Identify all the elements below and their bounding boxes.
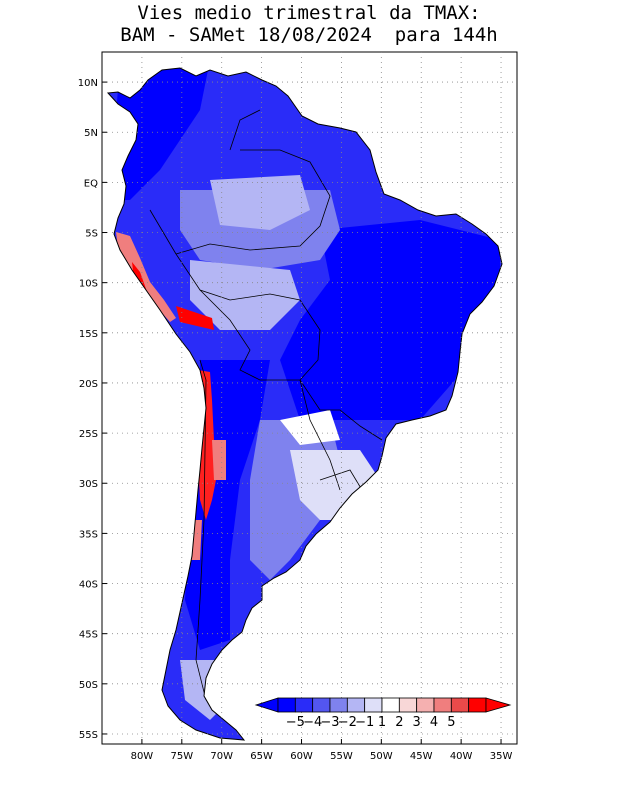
field-east-brazil-cold	[280, 220, 500, 420]
colorbar-segment	[433, 697, 452, 713]
country-borders	[149, 109, 383, 701]
lat-tick-label: 40S	[79, 580, 98, 591]
colorbar-segment	[294, 697, 314, 713]
border-venezuela	[229, 109, 261, 151]
colorbar-segment	[364, 697, 383, 713]
map-title-line-2: BAM - SAMet 18/08/2024 para 144h	[120, 24, 498, 46]
lat-tick-label: 15S	[79, 329, 98, 340]
lat-tick-label: 20S	[79, 379, 98, 390]
colorbar-segment	[468, 697, 487, 713]
colorbar-label: 1	[378, 715, 386, 730]
colorbar-segment	[346, 697, 366, 713]
lat-tick-label: 35S	[79, 529, 98, 540]
border-bolivia	[199, 289, 300, 381]
lat-tick-label: 5N	[84, 128, 98, 139]
colorbar-label: −4	[303, 715, 322, 730]
field-peru-coast-warm	[116, 232, 176, 322]
colorbar-label: 3	[413, 715, 421, 730]
graticule	[102, 52, 517, 744]
field-paraguay-neutral	[280, 410, 340, 445]
lat-tick-label: 10S	[79, 279, 98, 290]
map-title-line-1: Vies medio trimestral da TMAX:	[137, 2, 481, 24]
lat-tick-label: 50S	[79, 680, 98, 691]
border-brazil-west-south	[175, 253, 383, 441]
colorbar-label: −2	[338, 715, 357, 730]
colorbar-segment	[416, 697, 435, 713]
colorbar-segment	[381, 697, 400, 713]
lon-tick-label: 60W	[290, 751, 313, 762]
colorbar-segment	[277, 697, 296, 713]
colorbar-label: 5	[447, 715, 455, 730]
field-north-weak	[210, 175, 310, 230]
lon-tick-label: 40W	[450, 751, 473, 762]
lat-tick-label: 5S	[85, 229, 98, 240]
lat-tick-label: 30S	[79, 479, 98, 490]
lon-tick-label: 55W	[330, 751, 353, 762]
colorbar-label: 2	[395, 715, 403, 730]
border-brazil-north	[175, 149, 331, 255]
colorbar-segment	[398, 697, 418, 713]
lat-tick-label: 25S	[79, 429, 98, 440]
field-chile-warm	[212, 440, 226, 480]
lon-tick-label: 50W	[370, 751, 393, 762]
colorbar: −5−4−3−2−1 1 2 3 4 5	[254, 697, 512, 730]
border-chile-argentina	[195, 359, 207, 701]
lon-tick-label: 45W	[410, 751, 433, 762]
lon-tick-label: 35W	[490, 751, 513, 762]
lon-tick-label: 80W	[131, 751, 154, 762]
lon-tick-label: 65W	[250, 751, 273, 762]
colorbar-label: −1	[355, 715, 374, 730]
field-central-weak	[190, 260, 300, 330]
lat-tick-label: 55S	[79, 730, 98, 741]
colorbar-label: −5	[286, 715, 305, 730]
lon-tick-label: 75W	[170, 751, 193, 762]
lat-tick-label: 10N	[78, 78, 98, 89]
axis-ticks: 10N 5N EQ 5S 10S 15S 20S 25S 30S 35S 40S 45S 50S 55S 8…	[78, 78, 513, 762]
colorbar-segment	[312, 697, 331, 713]
field-northwest-cold	[110, 68, 210, 200]
lat-tick-label: 45S	[79, 630, 98, 641]
border-colombia-peru	[149, 209, 177, 255]
lon-tick-label: 70W	[210, 751, 233, 762]
lat-tick-label: EQ	[84, 178, 98, 189]
colorbar-segment	[329, 697, 348, 713]
colorbar-arrow-right	[485, 697, 512, 713]
colorbar-label: −3	[320, 715, 339, 730]
field-bolivia-hot	[176, 306, 214, 330]
colorbar-segment	[450, 697, 470, 713]
colorbar-label: 4	[430, 715, 438, 730]
